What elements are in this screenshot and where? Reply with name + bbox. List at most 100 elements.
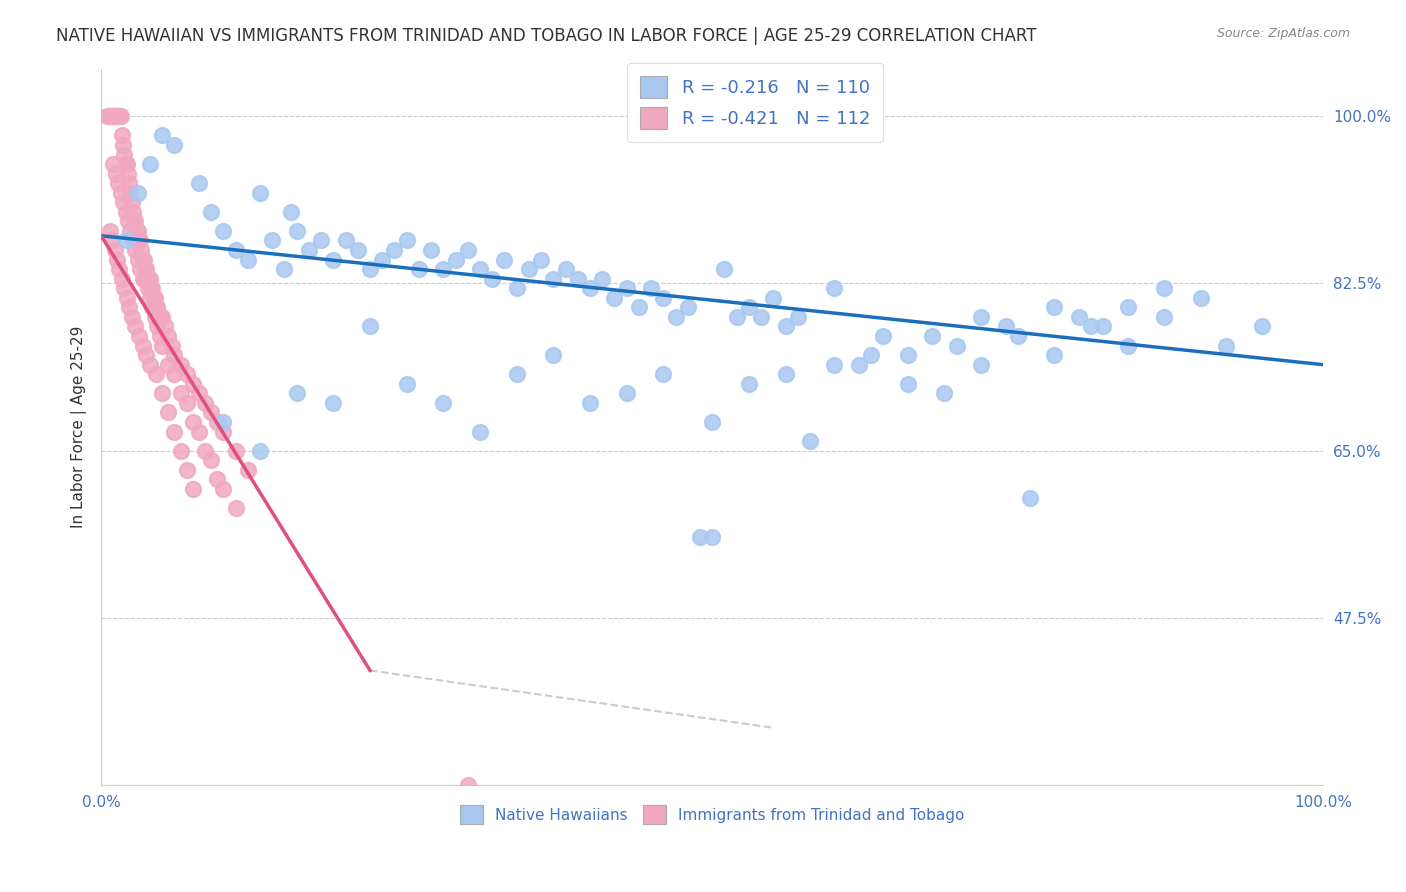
Point [114,157,136,171]
Point [128,329,150,343]
Point [150,386,173,401]
Point [1153,281,1175,295]
Point [132,252,155,267]
Point [160,338,183,352]
Point [181,482,204,496]
Point [118,176,141,190]
Point [346,243,368,257]
Point [848,358,870,372]
Point [101,234,124,248]
Point [103,109,125,123]
Point [738,301,761,315]
Point [149,310,172,324]
Point [112,195,135,210]
Point [103,243,125,257]
Point [96,109,118,123]
Point [112,138,135,153]
Point [181,415,204,429]
Point [124,319,146,334]
Point [115,291,138,305]
Point [157,329,180,343]
Point [104,109,127,123]
Point [505,281,527,295]
Point [775,319,797,334]
Point [139,291,162,305]
Point [713,262,735,277]
Point [121,310,143,324]
Point [124,214,146,228]
Point [1215,338,1237,352]
Point [127,224,149,238]
Point [1189,291,1212,305]
Point [505,368,527,382]
Point [187,386,209,401]
Point [145,301,167,315]
Point [432,396,454,410]
Point [676,301,699,315]
Point [652,291,675,305]
Point [543,348,565,362]
Point [262,234,284,248]
Point [664,310,686,324]
Point [249,443,271,458]
Point [142,291,165,305]
Point [136,271,159,285]
Point [543,271,565,285]
Point [111,271,134,285]
Point [124,243,146,257]
Point [163,138,186,153]
Point [285,224,308,238]
Point [181,376,204,391]
Point [530,252,553,267]
Point [481,271,503,285]
Point [322,396,344,410]
Point [112,281,135,295]
Point [194,396,217,410]
Point [122,214,145,228]
Point [131,243,153,257]
Point [212,415,235,429]
Point [122,204,145,219]
Point [468,425,491,439]
Point [335,234,357,248]
Point [135,262,157,277]
Point [200,405,222,419]
Point [134,262,156,277]
Point [689,530,711,544]
Text: NATIVE HAWAIIAN VS IMMIGRANTS FROM TRINIDAD AND TOBAGO IN LABOR FORCE | AGE 25-2: NATIVE HAWAIIAN VS IMMIGRANTS FROM TRINI… [56,27,1036,45]
Point [112,147,135,161]
Point [163,348,186,362]
Point [143,310,166,324]
Point [111,128,134,143]
Point [120,224,142,238]
Point [1007,329,1029,343]
Point [127,186,149,200]
Point [554,262,576,277]
Point [125,224,148,238]
Point [107,176,129,190]
Point [652,368,675,382]
Point [725,310,748,324]
Point [139,358,162,372]
Point [117,214,139,228]
Point [139,271,162,285]
Point [107,109,129,123]
Point [105,252,128,267]
Point [280,204,302,219]
Point [207,472,229,486]
Point [249,186,271,200]
Point [702,530,724,544]
Point [194,443,217,458]
Point [236,463,259,477]
Point [762,291,785,305]
Point [457,778,479,792]
Point [169,386,191,401]
Point [420,243,443,257]
Point [934,386,956,401]
Point [131,271,153,285]
Point [153,319,176,334]
Point [823,281,845,295]
Point [775,368,797,382]
Point [100,109,122,123]
Point [444,252,467,267]
